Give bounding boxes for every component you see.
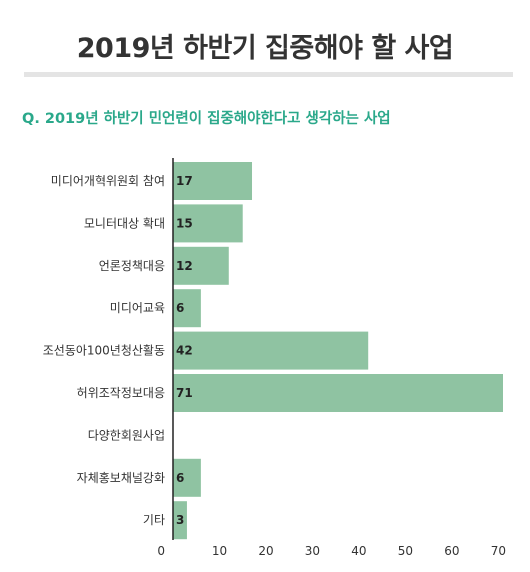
title-divider [24,72,513,77]
bar [173,458,201,497]
bar [173,246,229,285]
bar-value-label: 6 [176,471,184,485]
bar-value-label: 17 [176,174,193,188]
x-tick-label: 70 [491,544,506,558]
bar-value-label: 6 [176,301,184,315]
bar-value-label: 3 [176,513,184,527]
category-label: 다양한회원사업 [88,428,165,442]
category-label: 언론정책대응 [99,258,165,273]
bar-value-label: 15 [176,216,193,230]
x-tick-label: 30 [305,544,320,558]
bar [173,331,369,370]
survey-question: Q. 2019년 하반기 민언련이 집중해야한다고 생각하는 사업 [22,111,391,127]
category-label: 허위조작정보대응 [77,386,165,400]
bar [173,289,201,328]
category-label: 미디어개혁위원회 참여 [51,174,165,188]
bar-value-label: 71 [176,386,193,400]
bar [173,501,187,540]
x-tick-label: 40 [351,544,366,558]
x-tick-label: 20 [258,544,273,558]
x-tick-label: 50 [398,544,413,558]
category-label: 기타 [143,513,165,527]
x-tick-label: 0 [157,544,165,558]
page-title: 2019년 하반기 집중해야 할 사업 [76,33,454,64]
bar-value-label: 12 [176,259,193,273]
x-tick-label: 60 [444,544,459,558]
category-label: 자체홍보채널강화 [77,471,165,485]
bar [173,374,503,412]
category-label: 조선동아100년청산활동 [43,344,165,358]
category-label: 미디어교육 [110,301,165,315]
category-label: 모니터대상 확대 [84,216,165,230]
x-tick-label: 10 [212,544,227,558]
bar [173,204,243,243]
bar-value-label: 42 [176,344,193,358]
bar [173,162,253,200]
